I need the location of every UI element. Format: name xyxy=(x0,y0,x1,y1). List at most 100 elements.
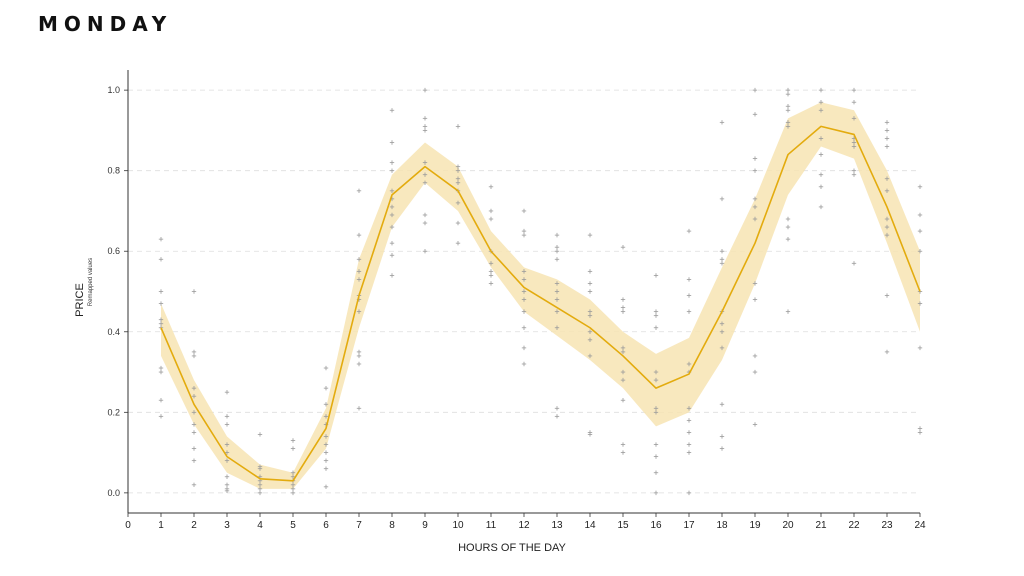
scatter-point xyxy=(323,414,329,419)
scatter-point xyxy=(521,208,527,214)
scatter-point xyxy=(620,297,626,302)
scatter-point xyxy=(719,329,725,334)
scatter-point xyxy=(224,474,230,479)
scatter-point xyxy=(818,184,824,189)
scatter-point xyxy=(686,450,692,455)
scatter-point xyxy=(356,188,362,194)
scatter-point xyxy=(719,196,725,202)
scatter-point xyxy=(752,168,758,173)
scatter-point xyxy=(323,365,329,371)
y-axis-title: PRICE xyxy=(74,283,86,317)
scatter-point xyxy=(191,385,197,391)
x-tick-label: 9 xyxy=(422,520,428,531)
x-tick-label: 22 xyxy=(848,520,860,531)
scatter-point xyxy=(653,470,659,475)
scatter-point xyxy=(422,116,428,121)
scatter-point xyxy=(290,482,296,488)
x-axis-title: HOURS OF THE DAY xyxy=(458,542,566,554)
scatter-point xyxy=(521,325,527,330)
scatter-point xyxy=(191,410,197,415)
scatter-point xyxy=(653,273,659,278)
scatter-point xyxy=(587,313,593,318)
scatter-point xyxy=(554,249,560,254)
scatter-point xyxy=(752,353,758,359)
scatter-point xyxy=(818,87,824,93)
scatter-point xyxy=(389,212,395,218)
x-tick-label: 0 xyxy=(125,520,131,531)
scatter-point xyxy=(917,228,923,234)
x-tick-label: 11 xyxy=(486,520,497,531)
scatter-point xyxy=(389,108,395,113)
scatter-point xyxy=(818,204,824,210)
scatter-point xyxy=(752,369,758,375)
scatter-point xyxy=(158,301,164,306)
scatter-point xyxy=(653,410,659,415)
scatter-point xyxy=(785,309,791,314)
scatter-point xyxy=(488,216,494,222)
scatter-point xyxy=(224,450,230,455)
scatter-point xyxy=(323,450,329,455)
scatter-point xyxy=(158,365,164,371)
scatter-point xyxy=(587,289,593,294)
x-tick-label: 12 xyxy=(518,520,530,531)
scatter-point xyxy=(290,486,296,492)
scatter-point xyxy=(686,442,692,447)
scatter-point xyxy=(752,216,758,222)
axes: 0.00.20.40.60.81.00 1 2 3 4 5 6 7 8 9 10 11 12 13 14 15… xyxy=(107,70,926,531)
scatter-point xyxy=(257,482,263,488)
scatter-point xyxy=(851,144,857,149)
scatter-point xyxy=(884,136,890,141)
scatter-point xyxy=(818,108,824,113)
scatter-point xyxy=(917,426,923,431)
scatter-point xyxy=(224,422,230,427)
scatter-point xyxy=(191,289,197,294)
scatter-point xyxy=(587,353,593,359)
scatter-point xyxy=(389,140,395,145)
scatter-point xyxy=(356,361,362,367)
scatter-point xyxy=(719,249,725,254)
scatter-point xyxy=(521,345,527,351)
y-axis-title-group: PRICE xyxy=(74,283,86,317)
scatter-point xyxy=(455,180,461,185)
scatter-point xyxy=(686,228,692,234)
scatter-point xyxy=(191,394,197,399)
scatter-point xyxy=(719,434,725,439)
scatter-point xyxy=(851,87,857,93)
scatter-point xyxy=(488,261,494,266)
scatter-point xyxy=(224,389,230,395)
scatter-point xyxy=(818,152,824,157)
x-tick-label: 7 xyxy=(356,520,362,531)
scatter-point xyxy=(521,232,527,238)
scatter-point xyxy=(257,490,263,496)
y-tick-label: 0.8 xyxy=(107,166,120,176)
scatter-point xyxy=(290,438,296,443)
scatter-point xyxy=(488,184,494,189)
scatter-point xyxy=(389,240,395,246)
scatter-point xyxy=(158,257,164,262)
scatter-point xyxy=(488,281,494,286)
x-tick-label: 10 xyxy=(452,520,464,531)
scatter-point xyxy=(884,293,890,298)
scatter-point xyxy=(158,414,164,419)
scatter-point xyxy=(422,220,428,226)
scatter-point xyxy=(884,144,890,149)
scatter-point xyxy=(587,337,593,343)
scatter-point xyxy=(785,216,791,222)
x-tick-label: 23 xyxy=(881,520,893,531)
scatter-point xyxy=(917,301,923,306)
scatter-point xyxy=(653,369,659,375)
y-axis-subtitle: Remapped values xyxy=(88,258,94,306)
scatter-point xyxy=(422,249,428,254)
scatter-point xyxy=(818,172,824,177)
x-tick-label: 21 xyxy=(815,520,827,531)
mean-line-layer xyxy=(160,125,921,482)
scatter-point xyxy=(521,228,527,234)
x-tick-label: 1 xyxy=(158,520,164,531)
scatter-point xyxy=(653,325,659,330)
scatter-point xyxy=(686,490,692,496)
scatter-point xyxy=(620,349,626,355)
scatter-point xyxy=(389,188,395,194)
scatter-point xyxy=(323,466,329,471)
scatter-point xyxy=(422,160,428,165)
x-tick-label: 6 xyxy=(323,520,329,531)
